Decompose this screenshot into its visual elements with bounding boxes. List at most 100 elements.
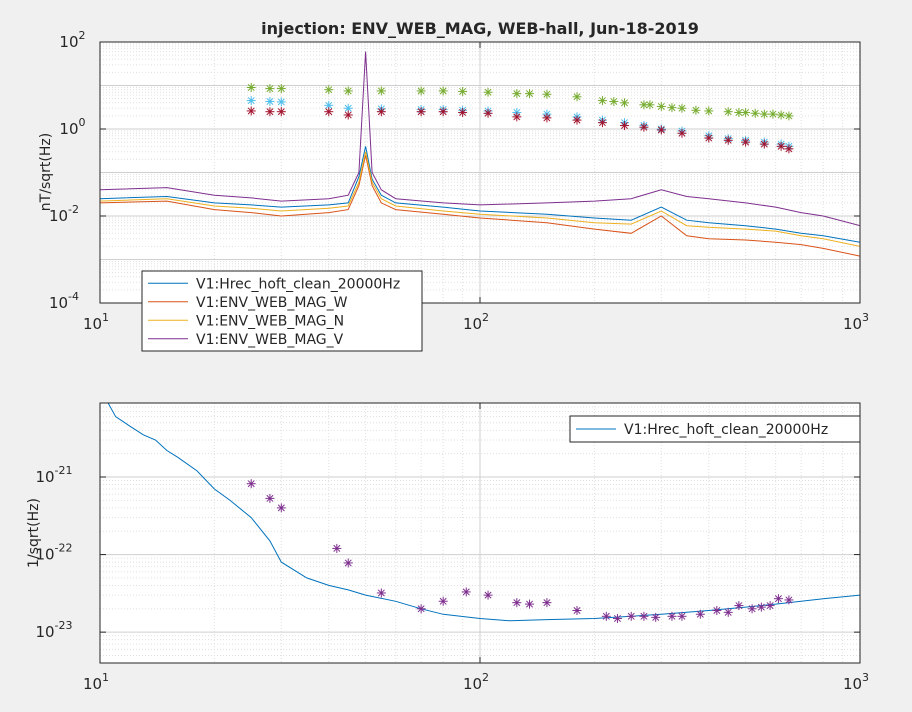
data-point xyxy=(776,141,786,151)
data-point xyxy=(639,611,649,621)
grid xyxy=(99,42,860,304)
data-point xyxy=(324,85,334,95)
legend-entry: V1:ENV_WEB_MAG_V xyxy=(196,332,344,348)
data-point xyxy=(656,125,666,135)
data-point xyxy=(704,133,714,143)
data-point xyxy=(343,86,353,96)
series-line-1 xyxy=(107,403,860,622)
data-point xyxy=(332,543,342,553)
y-tick-label: 10-4 xyxy=(49,290,79,312)
data-point xyxy=(246,96,256,106)
y-tick-label: 10-21 xyxy=(35,464,72,486)
data-point xyxy=(458,107,468,117)
data-point xyxy=(667,103,677,113)
data-point xyxy=(750,108,760,118)
data-point xyxy=(483,87,493,97)
data-point xyxy=(572,92,582,102)
x-tick-label: 101 xyxy=(83,671,109,693)
data-point xyxy=(626,611,636,621)
data-point xyxy=(784,595,794,605)
data-point xyxy=(651,612,661,622)
data-point xyxy=(656,101,666,111)
legend-entry: V1:ENV_WEB_MAG_W xyxy=(196,295,348,311)
series-line-1 xyxy=(100,146,860,243)
data-point xyxy=(784,144,794,154)
data-point xyxy=(704,106,714,116)
data-point xyxy=(343,110,353,120)
data-point xyxy=(276,84,286,94)
data-point xyxy=(741,107,751,117)
data-point xyxy=(572,606,582,616)
data-point xyxy=(246,82,256,92)
data-point xyxy=(265,96,275,106)
data-point xyxy=(639,122,649,132)
data-point xyxy=(723,135,733,145)
data-point xyxy=(276,97,286,107)
data-point xyxy=(246,106,256,116)
series-line-3 xyxy=(100,151,860,247)
x-tick-label: 101 xyxy=(83,311,109,333)
data-point xyxy=(416,604,426,614)
data-point xyxy=(265,84,275,94)
data-point xyxy=(376,107,386,117)
data-point xyxy=(609,96,619,106)
data-point xyxy=(438,107,448,117)
data-point xyxy=(525,599,535,609)
data-point xyxy=(677,103,687,113)
data-point xyxy=(759,109,769,119)
data-point xyxy=(376,588,386,598)
data-point xyxy=(619,121,629,131)
data-point xyxy=(458,86,468,96)
data-point xyxy=(265,493,275,503)
data-point xyxy=(324,100,334,110)
data-point xyxy=(542,89,552,99)
legend-entry: V1:Hrec_hoft_clean_20000Hz xyxy=(196,276,400,292)
data-point xyxy=(723,107,733,117)
data-point xyxy=(416,107,426,117)
data-point xyxy=(741,137,751,147)
bottom-axes: 1/sqrt(Hz) 101 102 103 10-23 10-22 10-21 V1:Hr… xyxy=(26,402,869,693)
data-point xyxy=(776,110,786,120)
y-tick-label: 100 xyxy=(59,116,85,138)
data-point xyxy=(645,100,655,110)
data-point xyxy=(667,611,677,621)
data-point xyxy=(768,109,778,119)
y-tick-label: 10-22 xyxy=(35,542,72,564)
data-point xyxy=(677,611,687,621)
data-point xyxy=(619,98,629,108)
data-point xyxy=(324,107,334,117)
data-point xyxy=(343,558,353,568)
data-point xyxy=(512,112,522,122)
data-point xyxy=(572,115,582,125)
legend: V1:Hrec_hoft_clean_20000Hz xyxy=(569,415,861,443)
legend-entry: V1:Hrec_hoft_clean_20000Hz xyxy=(624,422,828,438)
data-point xyxy=(376,86,386,96)
data-point xyxy=(483,590,493,600)
data-point xyxy=(512,89,522,99)
data-point xyxy=(438,86,448,96)
x-tick-label: 103 xyxy=(843,671,869,693)
series-line-2 xyxy=(100,155,860,257)
data-point xyxy=(542,598,552,608)
data-point xyxy=(712,606,722,616)
top-y-axis-label: nT/sqrt(Hz) xyxy=(38,133,54,211)
data-point xyxy=(246,479,256,489)
data-point xyxy=(723,607,733,617)
series-line-4 xyxy=(100,51,860,227)
data-point xyxy=(784,111,794,121)
data-point xyxy=(265,107,275,117)
data-point xyxy=(597,118,607,128)
y-tick-label: 10-2 xyxy=(49,203,79,225)
data-point xyxy=(759,139,769,149)
data-point xyxy=(773,594,783,604)
y-tick-label: 102 xyxy=(59,29,85,51)
data-point xyxy=(601,611,611,621)
data-point xyxy=(461,587,471,597)
x-tick-label: 102 xyxy=(463,311,489,333)
data-point xyxy=(691,105,701,115)
data-point xyxy=(597,96,607,106)
data-point xyxy=(542,113,552,123)
top-axes: injection: ENV_WEB_MAG, WEB-hall, Jun-18… xyxy=(38,19,869,352)
legend: V1:Hrec_hoft_clean_20000Hz V1:ENV_WEB_MAG… xyxy=(141,270,423,352)
